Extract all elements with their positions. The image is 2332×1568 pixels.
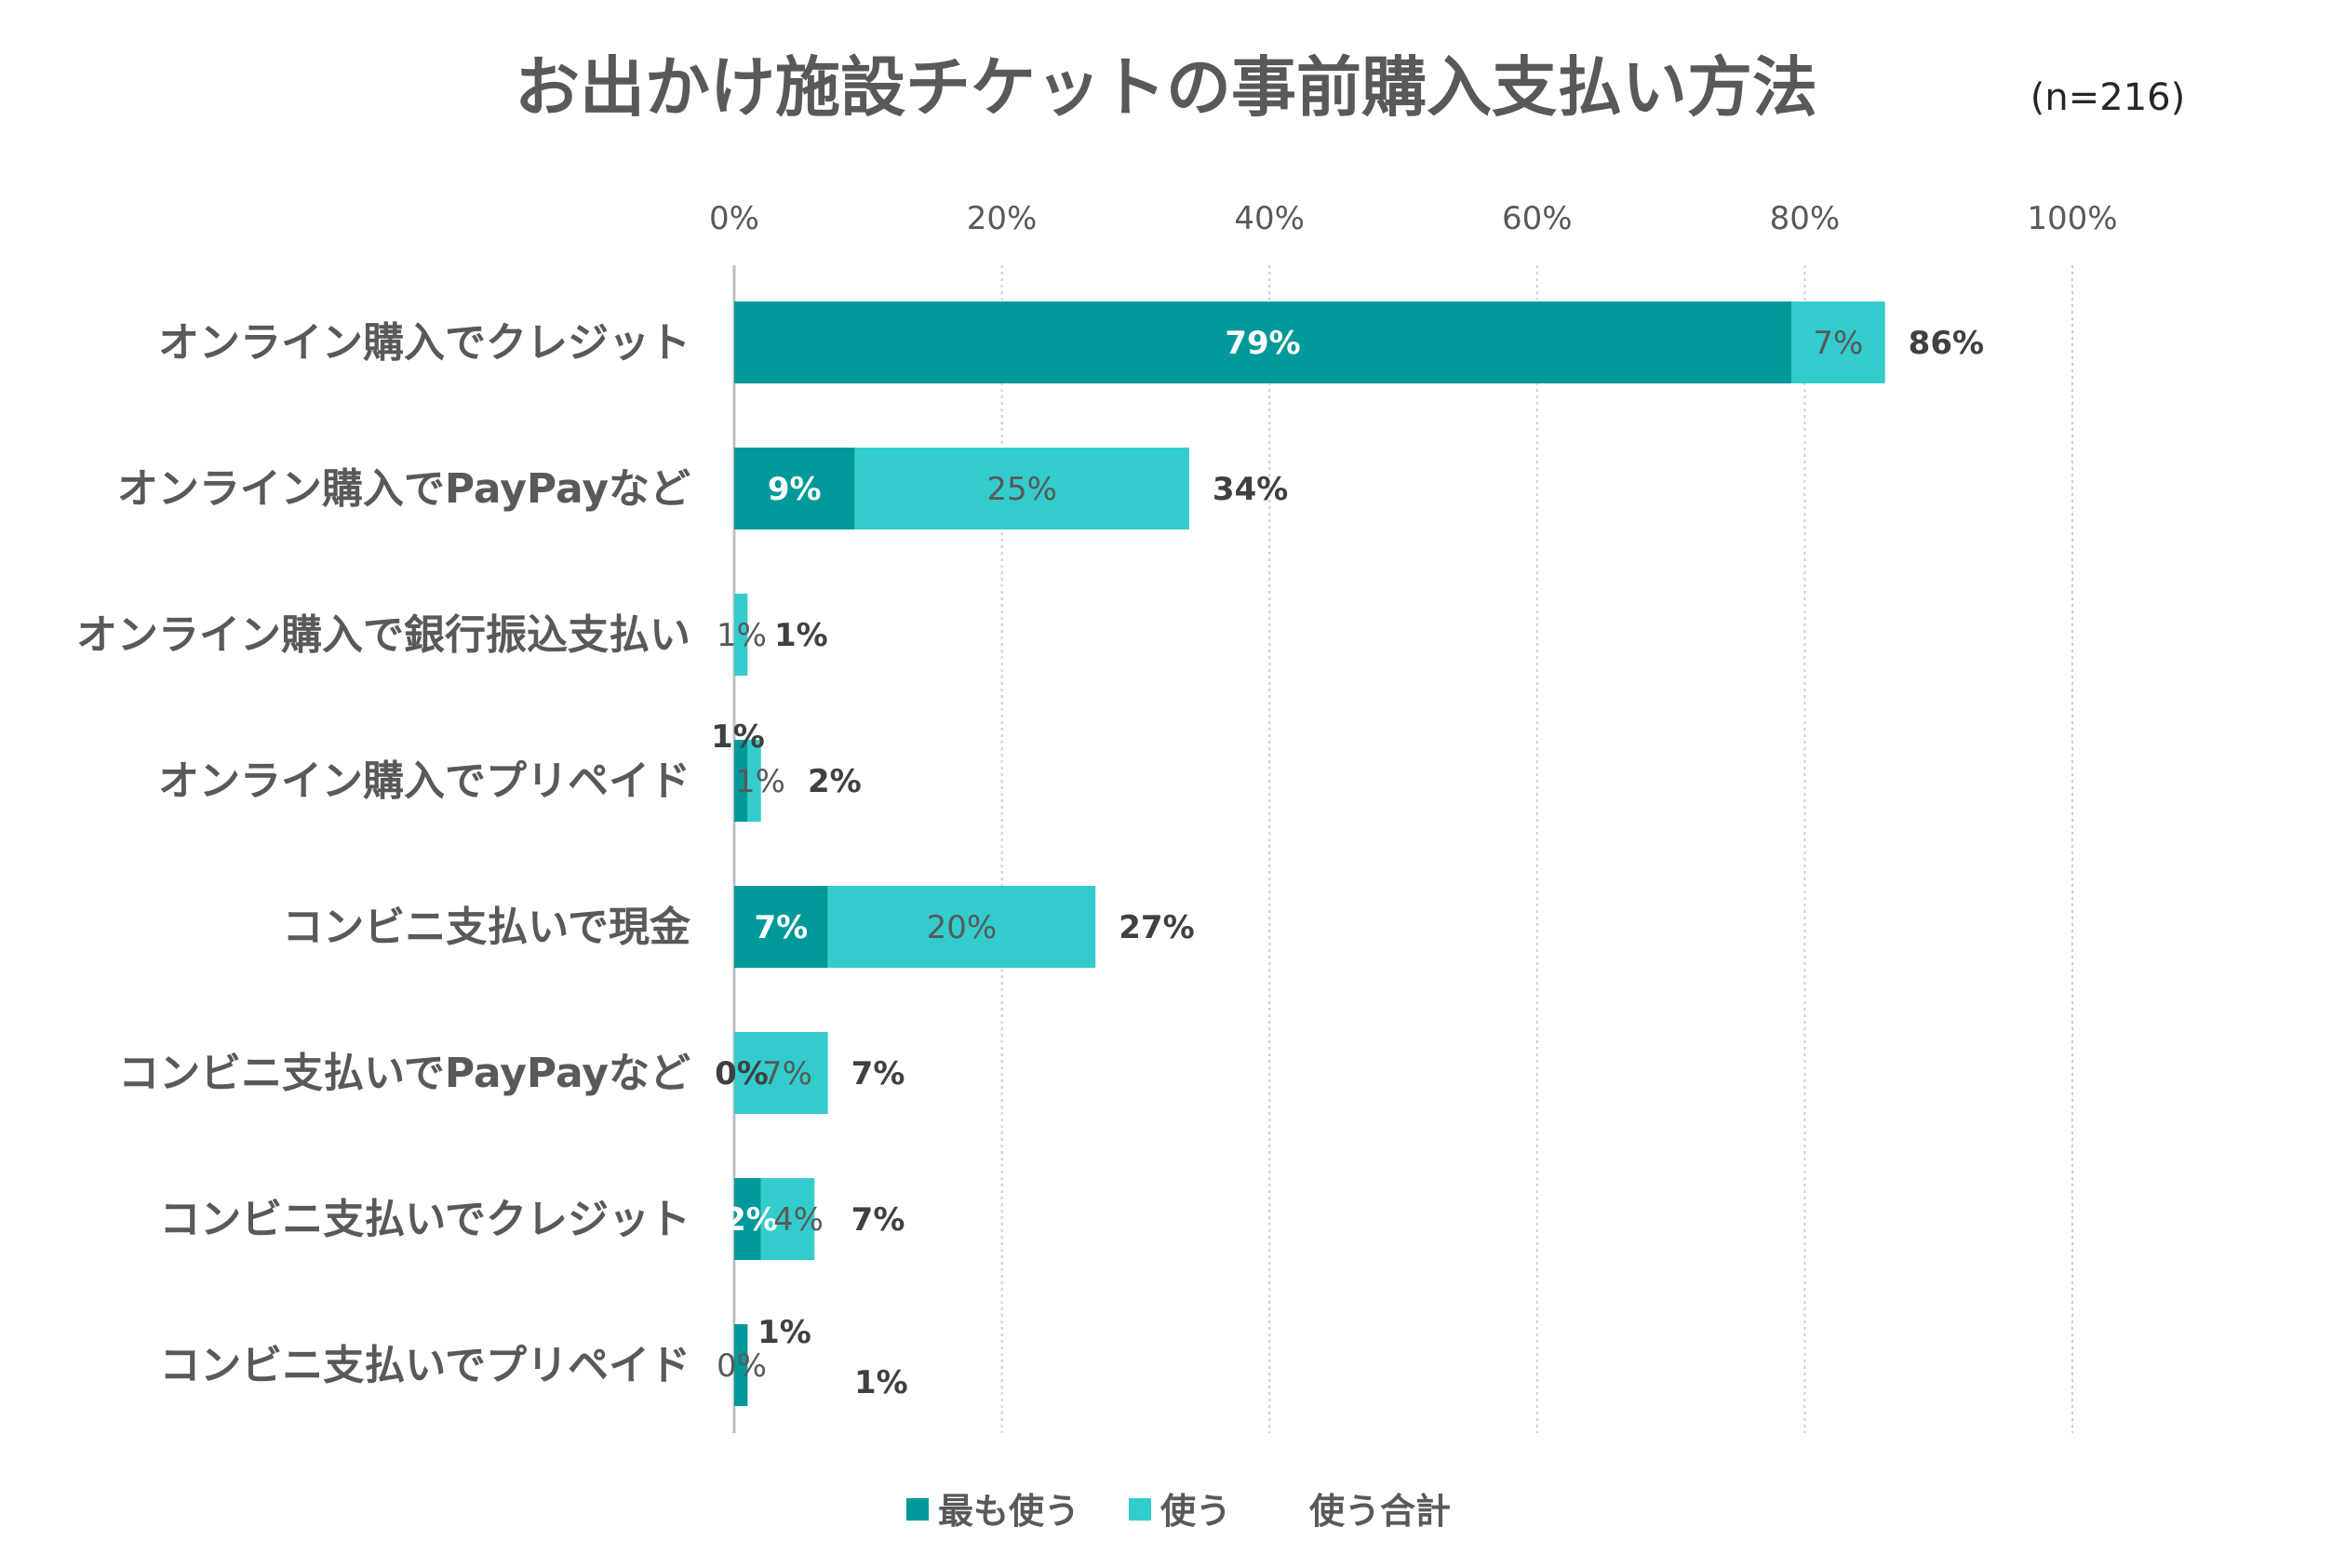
bar-most-used [734, 1324, 748, 1406]
data-label-used: 4% [773, 1201, 824, 1239]
bar-used [827, 886, 1096, 968]
data-label-most-used: 79% [1225, 325, 1300, 362]
data-label-most-used: 2% [724, 1201, 778, 1239]
data-label-used: 0% [717, 1347, 767, 1385]
data-label-used: 7% [762, 1055, 812, 1092]
x-tick-label: 20% [967, 200, 1038, 237]
x-axis-ticks: 0% 20% 40% 60% 80% 100% [709, 200, 2118, 237]
legend-label-used: 使う [1160, 1491, 1231, 1532]
data-label-used: 1% [735, 763, 785, 800]
data-label-total: 7% [851, 1201, 905, 1239]
legend-label-total: 使う合計 [1309, 1491, 1451, 1532]
bar-used [854, 448, 1189, 529]
data-label-total: 34% [1213, 471, 1288, 508]
data-label-total: 1% [774, 617, 828, 654]
x-tick-label: 0% [709, 200, 759, 237]
data-label-total: 1% [854, 1364, 908, 1401]
category-label: コンビニ支払いでクレジット [159, 1196, 690, 1243]
category-label: コンビニ支払いでPayPayなど [118, 1050, 690, 1097]
bar-used [1791, 302, 1885, 383]
bar-used [734, 594, 748, 676]
data-label-total: 2% [808, 763, 862, 800]
category-label: オンライン購入でPayPayなど [117, 465, 690, 513]
data-label-used: 7% [1813, 325, 1863, 362]
data-label-most-used: 1% [757, 1314, 811, 1351]
category-labels: オンライン購入でクレジットオンライン購入でPayPayなどオンライン購入で銀行振… [76, 319, 691, 1389]
chart-title: お出かけ施設チケットの事前購入支払い方法 [515, 49, 1817, 126]
bar-most-used [734, 740, 748, 822]
legend-label-most-used: 最も使う [938, 1491, 1079, 1532]
bar-used [760, 1178, 815, 1260]
bar-most-used [734, 448, 855, 529]
data-label-total: 86% [1909, 325, 1984, 362]
x-tick-label: 100% [2027, 200, 2117, 237]
data-label-most-used: 7% [754, 909, 808, 946]
x-tick-label: 60% [1502, 200, 1573, 237]
category-label: オンライン購入でクレジット [158, 319, 690, 367]
legend: 最も使う 使う 使う合計 [906, 1491, 1451, 1532]
data-label-used: 25% [986, 471, 1057, 508]
x-tick-label: 80% [1770, 200, 1841, 237]
bar-most-used [734, 302, 1792, 383]
data-label-total: 27% [1119, 909, 1194, 946]
bar-most-used [734, 886, 828, 968]
category-label: オンライン購入でプリペイド [158, 757, 690, 805]
data-label-most-used: 9% [768, 471, 822, 508]
data-label-total: 7% [851, 1055, 905, 1092]
bar-used [747, 740, 761, 822]
category-label: コンビニ支払いで現金 [282, 904, 691, 951]
category-label: コンビニ支払いでプリペイド [159, 1342, 690, 1389]
category-label: オンライン購入で銀行振込支払い [76, 611, 690, 659]
legend-swatch-most-used [906, 1498, 929, 1521]
gridlines [732, 265, 2073, 1433]
data-label-used: 20% [927, 909, 998, 946]
data-label-most-used: 0% [715, 1055, 769, 1092]
bar-used [734, 1032, 828, 1114]
data-labels: 79% 7% 86%9% 25% 34%1% 1%1%1% 2%7% 20% 27%0%7% 7%… [711, 325, 1984, 1401]
legend-swatch-used [1129, 1498, 1151, 1521]
x-tick-label: 40% [1234, 200, 1305, 237]
data-label-most-used: 1% [711, 718, 765, 756]
bar-most-used [734, 1178, 761, 1260]
sample-size: (n=216) [2030, 76, 2185, 119]
bars [734, 302, 1885, 1406]
data-label-used: 1% [717, 617, 767, 654]
